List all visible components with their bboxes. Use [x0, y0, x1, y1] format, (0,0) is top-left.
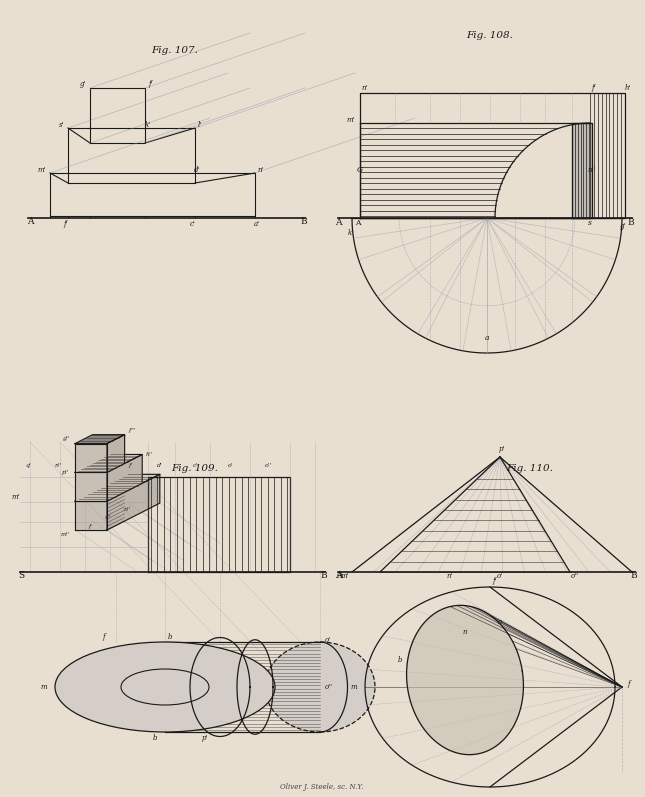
Polygon shape: [572, 123, 592, 218]
Polygon shape: [107, 474, 160, 530]
Text: Fig. 110.: Fig. 110.: [506, 464, 553, 473]
Text: k': k': [145, 121, 151, 129]
Text: h': h': [625, 84, 631, 92]
Text: m'': m'': [61, 532, 70, 536]
Text: o'': o'': [571, 572, 579, 580]
Text: k: k: [348, 229, 352, 237]
Ellipse shape: [55, 642, 275, 732]
Text: s': s': [59, 121, 64, 129]
Text: g': g': [79, 80, 86, 88]
Text: G: G: [357, 166, 363, 174]
Text: q': q': [25, 462, 31, 468]
Text: A: A: [335, 571, 341, 580]
Text: f': f': [493, 577, 497, 585]
Text: k'': k'': [101, 465, 108, 470]
Text: p': p': [499, 445, 505, 453]
Text: h'': h'': [146, 452, 154, 457]
Text: c': c': [192, 462, 197, 468]
Text: B: B: [301, 217, 307, 226]
Ellipse shape: [265, 642, 375, 732]
Text: o': o': [325, 636, 331, 644]
Text: S: S: [18, 571, 24, 580]
Text: n': n': [258, 166, 264, 174]
Text: f': f': [148, 80, 152, 88]
Text: c'': c'': [169, 688, 177, 696]
Text: d': d': [194, 166, 200, 174]
Text: o': o': [227, 462, 233, 468]
Text: o'': o'': [325, 683, 333, 691]
Polygon shape: [75, 473, 107, 501]
Text: s'': s'': [105, 515, 112, 520]
Polygon shape: [75, 434, 124, 444]
Text: m': m': [37, 166, 46, 174]
Polygon shape: [406, 606, 524, 755]
Polygon shape: [107, 454, 142, 501]
Text: m': m': [12, 493, 20, 501]
Text: s: s: [588, 219, 592, 227]
Text: Oliver J. Steele, sc. N.Y.: Oliver J. Steele, sc. N.Y.: [281, 783, 364, 791]
Text: b: b: [153, 734, 157, 742]
Text: f''': f''': [128, 428, 136, 433]
Text: n'': n'': [54, 462, 62, 468]
Text: f': f': [591, 84, 596, 92]
Text: A: A: [335, 218, 341, 226]
Text: f': f': [128, 462, 132, 468]
Text: f: f: [88, 524, 91, 528]
Text: a': a': [254, 220, 260, 228]
Text: o': o': [497, 572, 503, 580]
Polygon shape: [75, 454, 142, 473]
Text: g': g': [620, 222, 626, 230]
Polygon shape: [75, 501, 107, 530]
Text: g'': g'': [63, 436, 70, 441]
Text: p': p': [202, 734, 208, 742]
Text: f': f': [64, 220, 68, 228]
Text: l': l': [198, 121, 202, 129]
Polygon shape: [75, 444, 107, 473]
Text: o: o: [498, 618, 502, 626]
Text: n'': n'': [124, 507, 132, 512]
Text: m: m: [350, 683, 357, 691]
Text: b: b: [168, 633, 172, 641]
Text: A: A: [336, 571, 342, 580]
Text: B: B: [630, 571, 637, 580]
Text: Fig. 108.: Fig. 108.: [466, 30, 513, 40]
Text: h'': h'': [86, 462, 94, 468]
Text: f: f: [103, 633, 105, 641]
Text: d': d': [157, 462, 163, 468]
Polygon shape: [75, 474, 160, 501]
Text: a: a: [485, 334, 490, 342]
Text: p'': p'': [61, 470, 69, 475]
Text: f: f: [627, 680, 630, 688]
Text: n': n': [362, 84, 368, 92]
Text: n: n: [462, 628, 467, 636]
Text: m': m': [341, 572, 349, 580]
Text: o'': o'': [264, 462, 272, 468]
Text: m: m: [41, 683, 47, 691]
Text: f'': f'': [104, 435, 110, 440]
Text: c': c': [190, 220, 196, 228]
Text: Fig. 109.: Fig. 109.: [172, 464, 219, 473]
Text: A: A: [355, 219, 361, 227]
Text: B: B: [628, 218, 634, 226]
Text: b: b: [397, 656, 402, 664]
Text: n'': n'': [588, 166, 596, 174]
Text: B: B: [321, 571, 327, 580]
Polygon shape: [107, 434, 124, 473]
Text: Fig. 107.: Fig. 107.: [152, 45, 199, 54]
Text: n': n': [447, 572, 453, 580]
Text: m': m': [346, 116, 355, 124]
Text: A: A: [27, 217, 34, 226]
